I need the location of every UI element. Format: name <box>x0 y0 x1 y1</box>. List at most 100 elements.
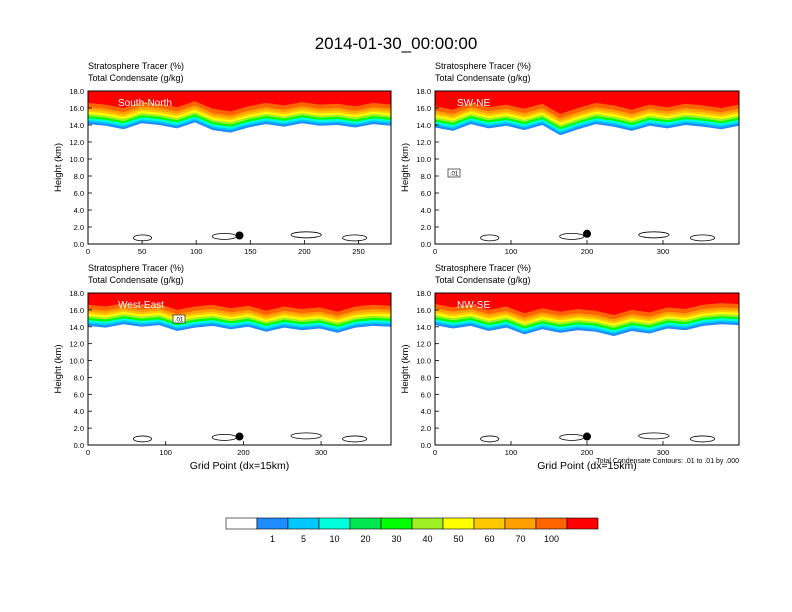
condensate-contour <box>133 435 153 443</box>
colorbar-label: 70 <box>515 534 525 544</box>
contour-label: .01 <box>450 172 459 178</box>
panel-label-tracer: Stratosphere Tracer (%) <box>435 263 531 273</box>
colorbar-label: 40 <box>422 534 432 544</box>
x-axis-label: Grid Point (dx=15km) <box>537 460 637 472</box>
y-tick-label: 10.0 <box>69 155 84 164</box>
colorbar-label: 50 <box>453 534 463 544</box>
contour-label: .01 <box>175 318 184 324</box>
condensate-contour <box>290 432 322 440</box>
condensate-contour <box>638 432 670 440</box>
colorbar-label: 20 <box>360 534 370 544</box>
y-tick-label: 2.0 <box>421 223 431 232</box>
y-tick-label: 6.0 <box>74 189 84 198</box>
colorbar-swatch <box>349 517 382 530</box>
y-tick-label: 18.0 <box>416 87 431 96</box>
y-tick-label: 16.0 <box>69 306 84 315</box>
y-tick-label: 16.0 <box>69 104 84 113</box>
panel-nw-se: NW-SE Stratosphere Tracer (%) Total Conden… <box>400 263 740 472</box>
x-tick-label: 300 <box>657 247 670 256</box>
panel-label-tracer: Stratosphere Tracer (%) <box>88 61 184 71</box>
location-marker <box>235 432 244 441</box>
panel-label-condensate: Total Condensate (g/kg) <box>435 73 531 83</box>
colorbar-swatch <box>225 517 258 530</box>
panel-name: West-East <box>118 300 164 311</box>
y-tick-label: 4.0 <box>421 206 431 215</box>
y-tick-label: 8.0 <box>421 172 431 181</box>
panel-sw-ne: SW-NE Stratosphere Tracer (%) Total Conden… <box>400 61 740 256</box>
panel-south-north: South-North Stratosphere Tracer (%) Total … <box>53 61 392 256</box>
y-tick-label: 0.0 <box>421 240 431 249</box>
colorbar-label: 30 <box>391 534 401 544</box>
location-marker <box>583 432 591 441</box>
tracer-band-9 <box>88 91 391 112</box>
y-axis-label: Height (km) <box>400 344 411 393</box>
x-tick-label: 50 <box>138 247 146 256</box>
y-tick-label: 8.0 <box>74 172 84 181</box>
y-tick-label: 10.0 <box>69 357 84 366</box>
figure-title: 2014-01-30_00:00:00 <box>315 34 478 53</box>
x-tick-label: 200 <box>298 247 311 256</box>
condensate-contour <box>559 433 585 441</box>
plot-frame <box>87 90 392 245</box>
x-tick-label: 100 <box>190 247 203 256</box>
colorbar-label: 5 <box>301 534 306 544</box>
x-tick-label: 200 <box>581 448 594 457</box>
condensate-contour <box>559 232 585 240</box>
y-tick-label: 2.0 <box>74 424 84 433</box>
y-axis-label: Height (km) <box>53 344 64 393</box>
y-tick-label: 8.0 <box>421 373 431 382</box>
panel-west-east: West-East Stratosphere Tracer (%) Total Co… <box>53 263 392 472</box>
y-tick-label: 4.0 <box>74 407 84 416</box>
location-marker <box>583 229 591 238</box>
y-tick-label: 10.0 <box>416 155 431 164</box>
colorbar-swatch <box>380 517 413 530</box>
y-tick-label: 2.0 <box>421 424 431 433</box>
tracer-band-9 <box>435 293 739 315</box>
x-tick-label: 300 <box>657 448 670 457</box>
y-tick-label: 18.0 <box>69 289 84 298</box>
x-tick-label: 250 <box>352 247 365 256</box>
plot-frame <box>87 292 392 446</box>
panel-label-tracer: Stratosphere Tracer (%) <box>88 263 184 273</box>
y-tick-label: 18.0 <box>416 289 431 298</box>
tracer-band-9 <box>435 91 739 114</box>
contour-note: Total Condensate Contours: .01 to .01 by… <box>596 458 739 465</box>
x-tick-label: 0 <box>433 247 437 256</box>
x-axis-label: Grid Point (dx=15km) <box>190 460 290 472</box>
x-tick-label: 100 <box>159 448 172 457</box>
y-tick-label: 0.0 <box>74 441 84 450</box>
contour-label-box <box>172 314 186 324</box>
condensate-contour <box>638 231 670 239</box>
y-tick-label: 4.0 <box>74 206 84 215</box>
condensate-contour <box>290 231 322 239</box>
contour-label-box <box>447 168 461 178</box>
x-tick-label: 100 <box>505 448 518 457</box>
panel-name: SW-NE <box>457 98 490 109</box>
colorbar-swatch <box>318 517 351 530</box>
y-tick-label: 4.0 <box>421 407 431 416</box>
x-tick-label: 0 <box>433 448 437 457</box>
y-tick-label: 6.0 <box>421 390 431 399</box>
condensate-contour <box>480 435 500 443</box>
y-tick-label: 12.0 <box>69 340 84 349</box>
tracer-band-9 <box>88 293 391 312</box>
colorbar-label: 10 <box>329 534 339 544</box>
colorbar-swatch <box>287 517 320 530</box>
condensate-contour <box>211 433 237 441</box>
panel-label-condensate: Total Condensate (g/kg) <box>88 275 184 285</box>
y-tick-label: 16.0 <box>416 104 431 113</box>
condensate-contour <box>211 232 237 240</box>
panel-name: NW-SE <box>457 300 490 311</box>
colorbar-swatch <box>411 517 444 530</box>
y-tick-label: 14.0 <box>416 121 431 130</box>
colorbar-label: 100 <box>544 534 559 544</box>
y-tick-label: 8.0 <box>74 373 84 382</box>
colorbar-swatch <box>442 517 475 530</box>
colorbar-swatch <box>504 517 537 530</box>
y-tick-label: 14.0 <box>69 323 84 332</box>
panel-label-tracer: Stratosphere Tracer (%) <box>435 61 531 71</box>
x-tick-label: 100 <box>505 247 518 256</box>
y-tick-label: 6.0 <box>421 189 431 198</box>
y-tick-label: 0.0 <box>74 240 84 249</box>
